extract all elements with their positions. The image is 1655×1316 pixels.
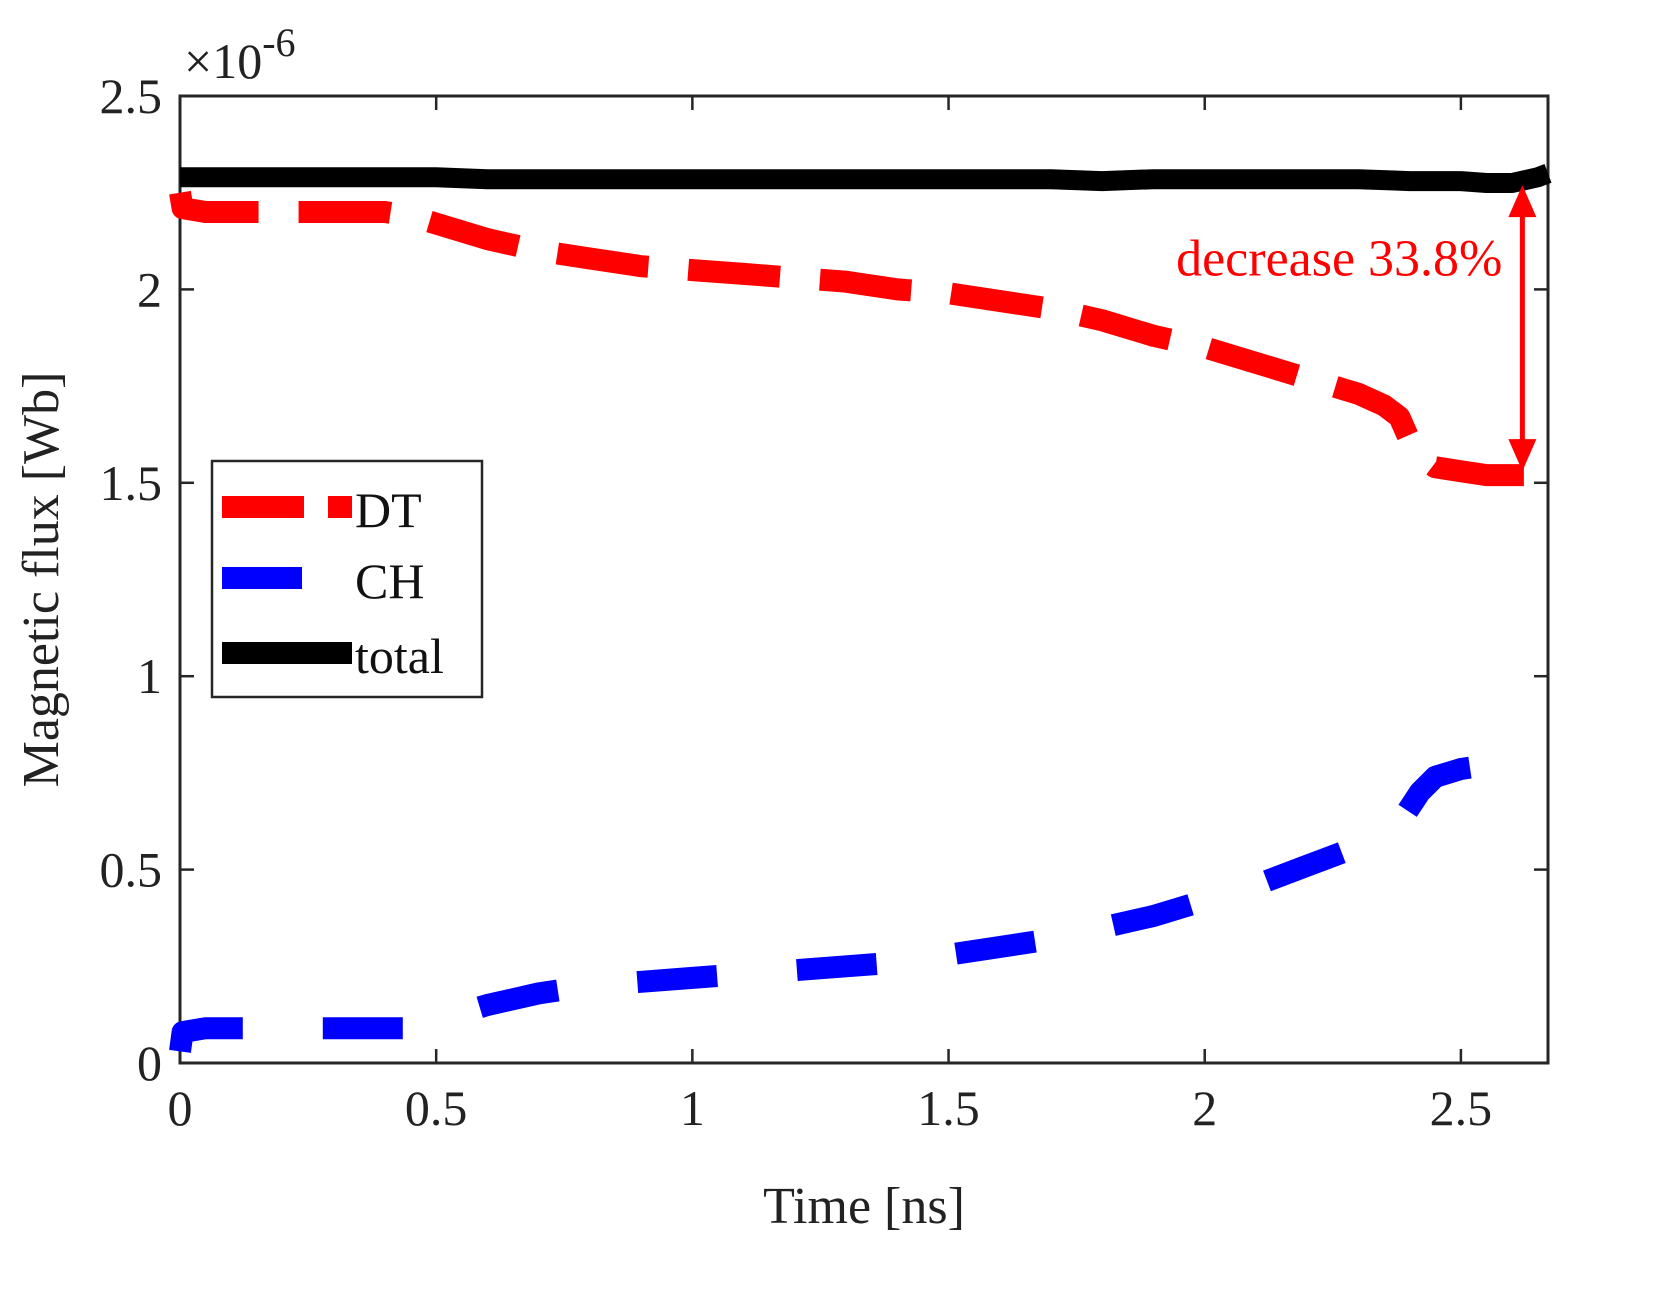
legend-label-ch: CH [355,553,424,609]
x-tick-label: 1.5 [917,1080,980,1136]
y-tick-label: 0 [137,1035,162,1091]
legend-label-dt: DT [355,482,422,538]
decrease-annotation: decrease 33.8% [1176,230,1502,287]
x-tick-label: 0 [168,1080,193,1136]
y-tick-label: 1.5 [100,455,163,511]
x-tick-label: 1 [680,1080,705,1136]
decrease-arrow-head-top [1508,185,1537,218]
y-tick-label: 2.5 [100,68,163,124]
decrease-arrow-head-bottom [1508,439,1537,472]
legend-label-total: total [355,628,444,684]
series-line-total [180,164,1552,193]
x-tick-label: 0.5 [405,1080,468,1136]
annotation-layer: decrease 33.8% [1176,185,1537,472]
series-layer [169,164,1552,1053]
y-axis-title: Magnetic flux [Wb] [13,372,70,788]
legend: DT CH total [210,459,484,699]
y-multiplier-exponent: -6 [262,20,295,65]
y-tick-label: 2 [137,261,162,317]
y-tick-label: 1 [137,648,162,704]
y-tick-label: 0.5 [100,842,163,898]
series-line-ch [169,754,1548,1053]
y-axis-multiplier: ×10-6 [184,20,296,89]
x-tick-label: 2 [1192,1080,1217,1136]
x-axis-title: Time [ns] [763,1178,965,1235]
ticks-layer: 0 0.5 1 1.5 2 2.5 0 0.5 1 1.5 2 2.5 [100,68,1548,1136]
plot-frame [178,94,1550,1065]
y-multiplier-base: ×10 [184,33,262,89]
x-tick-label: 2.5 [1430,1080,1493,1136]
series-line-dt [169,190,1548,487]
